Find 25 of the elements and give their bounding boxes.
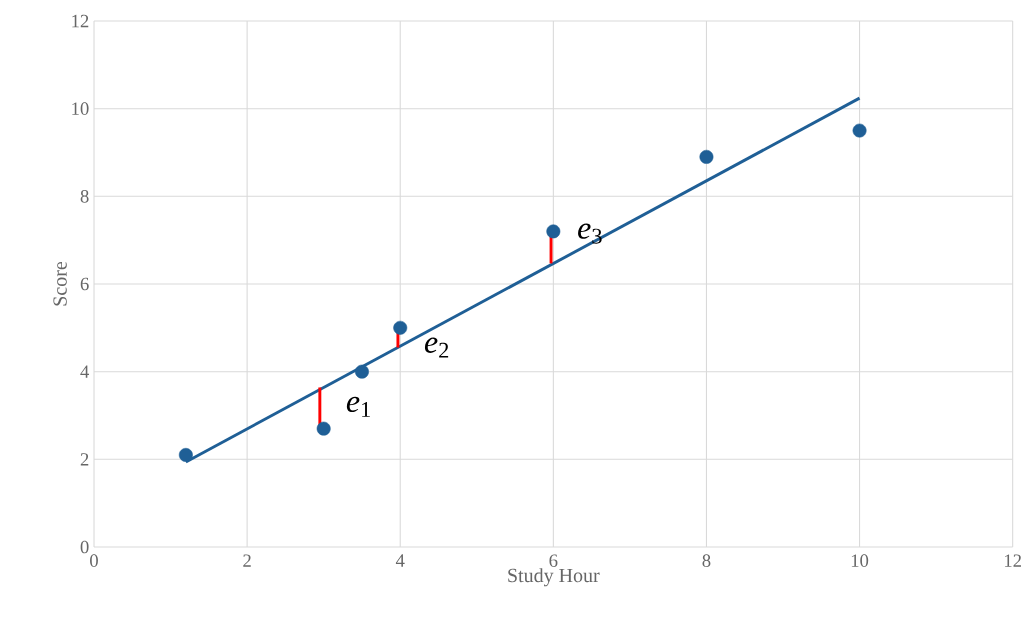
y-tick-label: 0 (80, 540, 89, 554)
x-tick-label: 8 (702, 554, 711, 567)
y-tick-label: 12 (72, 14, 89, 28)
x-tick-label: 6 (549, 554, 558, 567)
annotation: e$_{2}$ (424, 337, 449, 358)
x-axis-title: Study Hour (508, 568, 600, 587)
y-tick-label: 8 (80, 190, 89, 203)
x-tick-label: 10 (851, 554, 869, 567)
point (699, 149, 714, 164)
y-tick-label: 4 (80, 365, 90, 378)
x-tick-label: 4 (395, 554, 405, 567)
point (316, 421, 331, 436)
x-tick-label: 12 (1004, 554, 1021, 567)
y-tick-label: 2 (80, 453, 89, 466)
point (852, 123, 867, 138)
point (178, 448, 193, 462)
point (393, 320, 408, 335)
y-axis-title: Score (53, 261, 67, 306)
annotation: e$_{1}$ (346, 396, 370, 417)
x-tick-label: 2 (243, 554, 251, 567)
x-tick-label: 0 (90, 554, 98, 567)
y-tick-label: 10 (72, 102, 89, 115)
point (546, 224, 561, 239)
point (355, 364, 369, 379)
y-tick-label: 6 (80, 277, 89, 291)
